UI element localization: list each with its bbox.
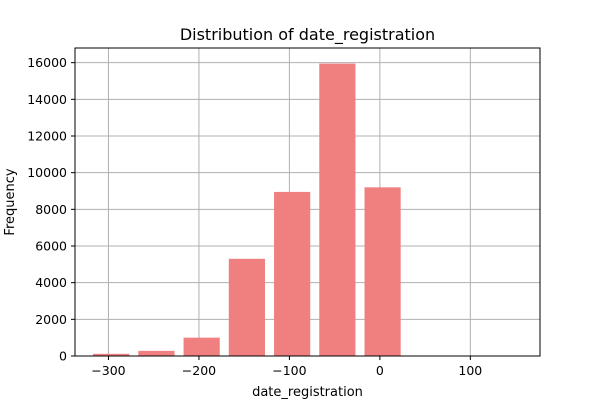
y-axis-label: Frequency	[3, 168, 18, 235]
axes-frame	[74, 47, 541, 357]
bar	[364, 187, 401, 356]
y-tick-label: 0	[59, 349, 67, 364]
y-tick-label: 6000	[35, 239, 67, 254]
bar	[138, 350, 175, 356]
y-tick-label: 8000	[35, 202, 67, 217]
y-tick-label: 10000	[27, 165, 67, 180]
x-tick-label: −200	[182, 363, 216, 378]
bar	[319, 63, 356, 356]
bar	[183, 337, 220, 356]
x-tick-label: 0	[376, 363, 384, 378]
x-tick-label: −300	[91, 363, 125, 378]
bar	[274, 191, 311, 356]
x-tick-label: 100	[458, 363, 482, 378]
y-tick-label: 16000	[27, 55, 67, 70]
x-tick-labels: −300 −200 −100 0 100	[91, 363, 482, 378]
y-tick-label: 2000	[35, 312, 67, 327]
y-tick-label: 14000	[27, 92, 67, 107]
y-tick-label: 4000	[35, 275, 67, 290]
bar	[93, 353, 130, 356]
bar	[228, 258, 265, 356]
chart-title: Distribution of date_registration	[180, 25, 435, 45]
y-tick-label: 12000	[27, 129, 67, 144]
y-tick-labels: 0 2000 4000 6000 8000 10000 12000 14000 16000	[27, 55, 67, 363]
bars	[93, 63, 401, 356]
ticks	[71, 62, 471, 360]
x-axis-label: date_registration	[252, 385, 363, 400]
x-tick-label: −100	[272, 363, 306, 378]
